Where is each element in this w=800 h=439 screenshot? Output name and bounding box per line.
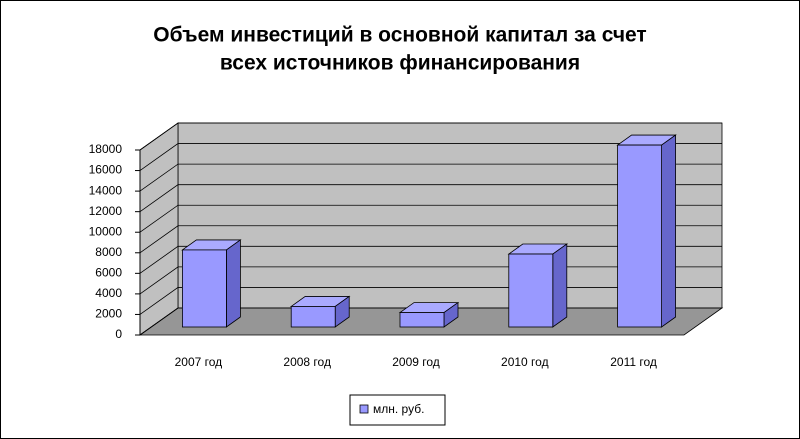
bar-side [225,239,241,328]
x-tick-label: 2009 год [392,355,440,369]
grid-line [139,184,722,212]
legend-swatch [359,404,369,414]
y-tick-label: 8000 [95,245,122,259]
y-tick-label: 12000 [89,204,123,218]
bar [507,243,569,328]
bar-front [399,312,445,328]
grid-line [139,225,722,254]
chart-title: Объем инвестиций в основной капитал за с… [153,24,646,47]
grid-line [139,204,722,233]
legend-label: млн. руб. [373,402,424,416]
grid-line [139,163,722,192]
bar [398,301,460,328]
grid-line [139,143,722,171]
y-tick-label: 14000 [89,183,123,197]
bar [616,134,677,328]
bar-side [552,243,568,328]
y-tick-label: 6000 [95,266,122,280]
y-tick-label: 0 [115,327,122,341]
y-tick-label: 18000 [89,142,123,156]
chart-title: всех источников финансирования [220,52,580,75]
bar [181,239,242,328]
x-tick-label: 2008 год [283,355,331,369]
side-wall [139,122,179,336]
bar-side [661,134,676,328]
bar-front [617,144,662,328]
grid-line [139,122,722,151]
y-tick-label: 4000 [95,286,122,300]
x-tick-label: 2007 год [175,355,223,369]
bar-front [290,306,336,328]
bar-front [508,253,554,328]
y-tick-label: 2000 [95,307,122,321]
x-tick-label: 2011 год [610,355,657,369]
bar [289,295,351,328]
x-tick-label: 2010 год [501,355,549,369]
y-tick-label: 16000 [89,163,123,177]
y-tick-label: 10000 [89,224,123,238]
bar-front [181,249,227,328]
